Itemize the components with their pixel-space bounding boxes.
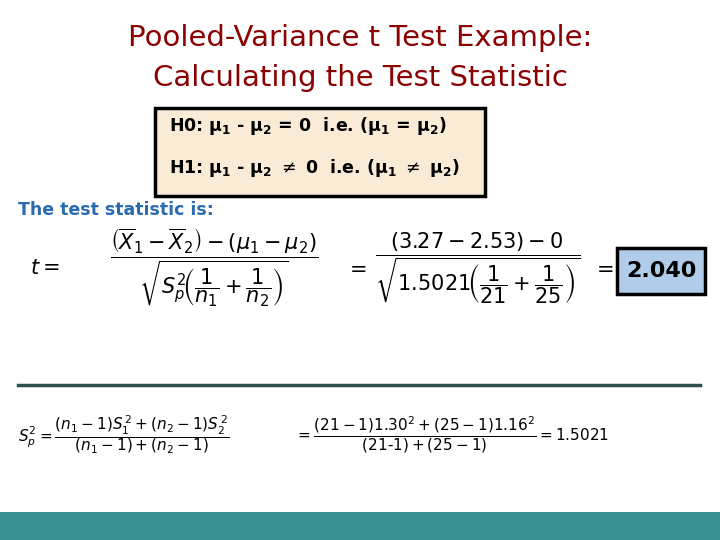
Text: 2.040: 2.040 <box>626 261 696 281</box>
Text: $t =$: $t =$ <box>30 258 60 278</box>
Text: H1: $\mathbf{\mu_1}$ - $\mathbf{\mu_2}$ $\neq$ 0  i.e. ($\mathbf{\mu_1}$ $\neq$ : H1: $\mathbf{\mu_1}$ - $\mathbf{\mu_2}$ … <box>169 157 460 179</box>
Text: $S_p^2 = \dfrac{(n_1-1)S_1^{\,2}+(n_2-1)S_2^{\,2}}{(n_1-1)+(n_2-1)}$: $S_p^2 = \dfrac{(n_1-1)S_1^{\,2}+(n_2-1)… <box>18 414 230 456</box>
Bar <box>0 512 720 540</box>
Text: The test statistic is:: The test statistic is: <box>18 201 214 219</box>
Text: H0: $\mathbf{\mu_1}$ - $\mathbf{\mu_2}$ = 0  i.e. ($\mathbf{\mu_1}$ = $\mathbf{\: H0: $\mathbf{\mu_1}$ - $\mathbf{\mu_2}$ … <box>169 115 446 137</box>
Text: Calculating the Test Statistic: Calculating the Test Statistic <box>153 64 567 92</box>
Text: $\dfrac{\left(3.27 - 2.53\right) - 0}{\sqrt{1.5021\!\left(\dfrac{1}{21}+\dfrac{1: $\dfrac{\left(3.27 - 2.53\right) - 0}{\s… <box>375 230 580 306</box>
Text: $\dfrac{\left(\overline{X}_1 - \overline{X}_2\right) - \left(\mu_1 - \mu_2\right: $\dfrac{\left(\overline{X}_1 - \overline… <box>110 227 318 309</box>
Text: $= \dfrac{(21-1)1.30^2+(25-1)1.16^2}{(21\text{-}1)+(25-1)} = 1.5021$: $= \dfrac{(21-1)1.30^2+(25-1)1.16^2}{(21… <box>295 415 609 455</box>
Text: $=$: $=$ <box>592 258 613 278</box>
FancyBboxPatch shape <box>617 248 705 294</box>
FancyBboxPatch shape <box>155 108 485 196</box>
Text: Pooled-Variance t Test Example:: Pooled-Variance t Test Example: <box>128 24 592 52</box>
Text: $=$: $=$ <box>345 258 366 278</box>
